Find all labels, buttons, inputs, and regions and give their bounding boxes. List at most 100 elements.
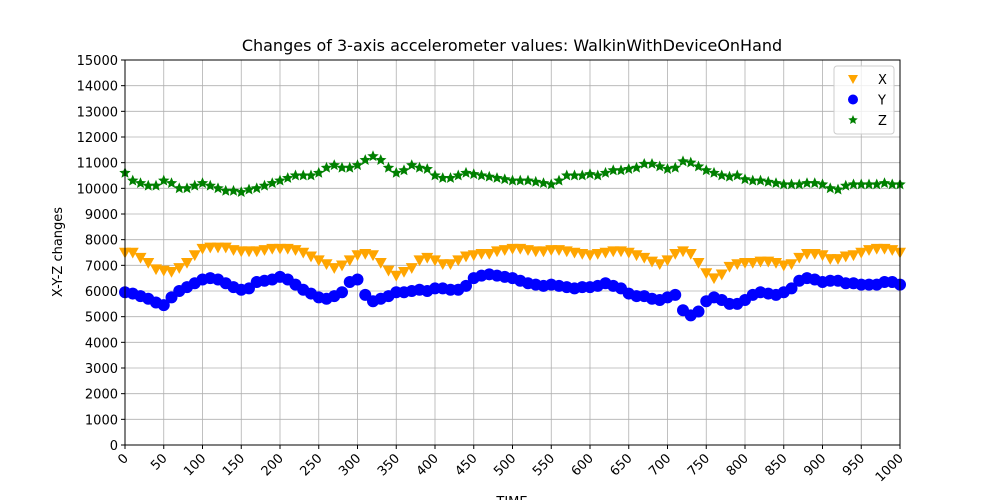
marker (305, 169, 317, 181)
marker (607, 246, 620, 258)
marker (142, 257, 155, 269)
x-tick-label: 350 (375, 451, 403, 479)
marker (832, 183, 844, 195)
marker (196, 177, 209, 189)
marker (848, 115, 858, 125)
marker (313, 166, 325, 178)
legend-box (833, 65, 895, 135)
marker (181, 182, 193, 194)
x-tick-label: 150 (220, 451, 248, 479)
marker (336, 161, 348, 173)
marker (398, 266, 410, 278)
marker (700, 164, 712, 176)
marker (599, 247, 612, 259)
y-tick-label: 5000 (85, 311, 118, 326)
marker (545, 245, 558, 256)
marker (173, 182, 185, 194)
marker (142, 179, 154, 191)
y-tick-label: 4000 (85, 336, 118, 351)
marker (452, 169, 464, 181)
y-tick-label: 3000 (85, 362, 118, 377)
marker (436, 259, 449, 271)
marker (793, 178, 805, 190)
marker (126, 247, 139, 259)
marker (630, 161, 643, 173)
marker (452, 255, 465, 267)
y-tick-label: 13000 (77, 105, 118, 120)
marker (661, 255, 674, 267)
marker (320, 259, 333, 271)
marker (840, 179, 852, 191)
marker (375, 154, 387, 165)
marker (684, 248, 697, 260)
marker (514, 174, 526, 186)
marker (204, 179, 216, 191)
x-tick-label: 850 (762, 451, 790, 479)
marker (848, 94, 858, 105)
marker (762, 175, 774, 187)
legend: XYZ (833, 65, 895, 135)
marker (537, 177, 550, 189)
marker (382, 265, 395, 277)
x-tick-label: 400 (414, 451, 442, 479)
marker (847, 178, 860, 190)
y-tick-label: 0 (110, 439, 118, 454)
marker (770, 177, 782, 189)
marker (886, 178, 898, 190)
marker (708, 273, 720, 285)
marker (421, 163, 433, 174)
legend-label: Y (877, 94, 886, 109)
marker (522, 174, 534, 186)
marks (119, 150, 906, 322)
x-tick-label: 250 (297, 451, 325, 479)
marker (506, 174, 519, 186)
marker (413, 255, 426, 267)
marker (677, 155, 689, 167)
marker (700, 268, 713, 280)
marker (824, 182, 836, 194)
marker (646, 157, 658, 169)
marker (483, 170, 495, 182)
marker (839, 251, 852, 263)
marker (568, 169, 581, 181)
y-tick-label: 9000 (85, 208, 118, 223)
marker (266, 243, 279, 255)
marker (878, 177, 891, 189)
marker (584, 250, 596, 262)
marker (716, 169, 728, 181)
x-tick-label: 100 (181, 451, 209, 479)
marker (173, 263, 186, 274)
marker (444, 259, 457, 271)
marker (204, 242, 217, 254)
marker (475, 169, 488, 181)
y-tick-label: 2000 (85, 388, 118, 403)
marker (344, 161, 356, 173)
marker (467, 250, 480, 262)
marker (413, 161, 426, 173)
marker (165, 177, 178, 189)
marker (266, 177, 278, 189)
marker (653, 259, 666, 271)
marker (638, 252, 651, 264)
marker (250, 246, 263, 258)
marker (367, 250, 379, 262)
marker (429, 169, 441, 181)
marker (212, 182, 224, 194)
marker (282, 172, 294, 183)
marker (715, 269, 728, 281)
marker (158, 174, 170, 186)
marker (243, 246, 255, 258)
legend-label: X (878, 73, 887, 88)
marker (251, 182, 263, 194)
marker (801, 177, 813, 189)
marker (529, 246, 542, 258)
y-tick-label: 14000 (77, 80, 118, 95)
y-tick-label: 6000 (85, 285, 118, 300)
y-tick-label: 12000 (77, 131, 118, 146)
marker (398, 164, 410, 176)
marker (351, 250, 364, 262)
marker (506, 243, 519, 255)
marker (754, 256, 767, 268)
marker (739, 257, 751, 269)
